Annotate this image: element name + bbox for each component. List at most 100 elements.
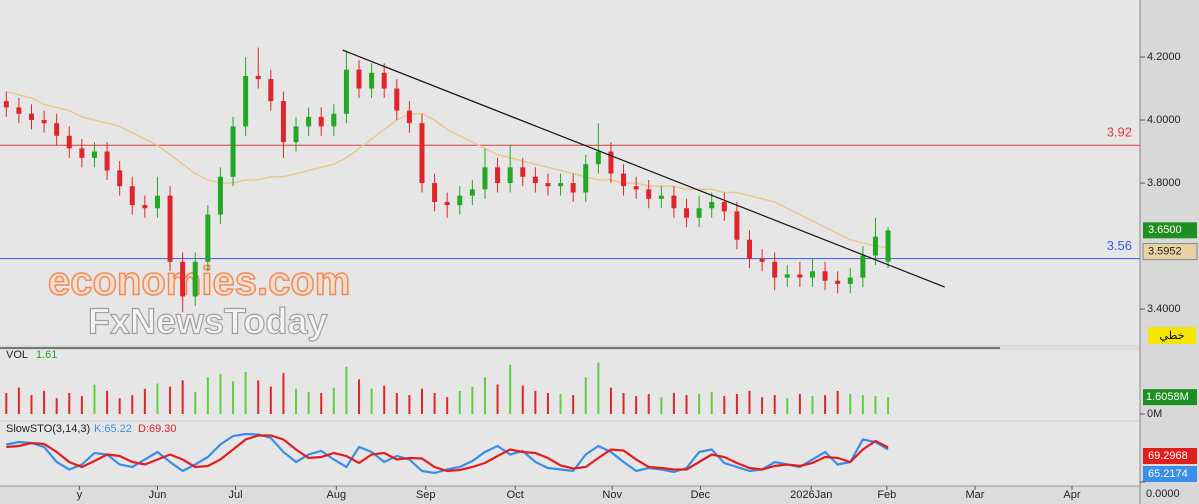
candle-body (583, 164, 589, 193)
candle-body (835, 280, 841, 284)
candle-body (469, 189, 475, 196)
candle-body (558, 183, 564, 187)
badge-box (1148, 327, 1196, 344)
candle-body (545, 183, 551, 187)
volume-bar (433, 392, 436, 414)
volume-bar (282, 373, 285, 414)
stoch-last-box (1143, 466, 1197, 482)
volume-bar (471, 386, 474, 414)
volume-bar (710, 391, 713, 414)
volume-bar (521, 385, 524, 414)
volume-bar (534, 390, 537, 414)
candle-body (633, 186, 639, 190)
volume-bar (5, 392, 8, 414)
volume-bar (370, 388, 373, 414)
y-tick-label: 3.8000 (1147, 177, 1181, 189)
volume-bar (748, 390, 751, 414)
volume-bar (773, 395, 776, 414)
candle-body (217, 176, 223, 215)
y-tick-label: 0.0000 (1146, 488, 1180, 500)
stoch-panel (0, 422, 1140, 486)
volume-bar (849, 394, 852, 414)
volume-bar (861, 395, 864, 414)
candle-body (343, 69, 349, 114)
candle-body (91, 151, 97, 158)
x-tick-label: Sep (416, 489, 436, 501)
candle-body (608, 151, 614, 174)
volume-bar (584, 377, 587, 414)
volume-bar (345, 366, 348, 414)
y-tick-label: 4.0000 (1147, 114, 1181, 126)
candle-body (595, 151, 601, 165)
watermark: FxNewsToday (88, 301, 327, 342)
candle-body (117, 170, 123, 187)
candle-body (3, 101, 9, 108)
candle-body (104, 151, 110, 171)
x-tick-label: Jul (229, 489, 243, 501)
volume-bar (798, 394, 801, 414)
candle-body (646, 189, 652, 199)
volume-bar (836, 390, 839, 414)
stoch-last-box (1143, 448, 1197, 464)
volume-bar (219, 374, 222, 414)
candle-body (180, 261, 186, 297)
stoch-last-label: 65.2174 (1148, 468, 1188, 480)
candle-body (268, 79, 274, 102)
stoch-line (6, 432, 889, 475)
volume-bar (43, 390, 46, 414)
volume-bar (17, 387, 20, 414)
candle-body (432, 183, 438, 202)
candle-body (419, 123, 425, 184)
volume-bar (609, 387, 612, 414)
candle-body (734, 211, 740, 240)
volume-bar (572, 395, 575, 414)
volume-bar (597, 362, 600, 414)
volume-bar (320, 392, 323, 414)
candle-body (406, 110, 412, 124)
candle-body (306, 116, 312, 127)
watermark: economies.com (48, 260, 350, 304)
candle-body (784, 274, 790, 278)
ma-label: 3.5952 (1148, 245, 1182, 257)
ma-box (1142, 243, 1198, 261)
volume-bar (383, 385, 386, 414)
x-tick-label: 2026Jan (790, 489, 832, 501)
volume-bar (698, 394, 701, 414)
volume-last-box (1143, 389, 1197, 406)
candle-body (507, 167, 513, 184)
volume-panel (0, 350, 1140, 420)
candle-body (621, 173, 627, 187)
candle-body (520, 167, 526, 177)
candle-body (318, 116, 324, 127)
candle-body (331, 113, 337, 127)
candle-body (142, 205, 148, 209)
volume-bar (685, 395, 688, 414)
volume-bar (408, 395, 411, 414)
candle-body (482, 167, 488, 190)
volume-bar (30, 395, 33, 414)
volume-bar (622, 392, 625, 414)
candle-body (570, 183, 576, 193)
candle-body (369, 72, 375, 89)
x-tick-label: Nov (602, 489, 622, 501)
volume-bar (118, 398, 121, 414)
candle-body (280, 101, 286, 143)
candle-body (809, 271, 815, 278)
x-tick-label: Feb (877, 489, 896, 501)
candle-body (658, 195, 664, 199)
candle-body (772, 261, 778, 278)
volume-bar (307, 391, 310, 414)
volume-bar (232, 381, 235, 414)
candle-body (532, 176, 538, 184)
volume-bar (257, 380, 260, 414)
volume-bar (735, 394, 738, 414)
candle-body (709, 201, 715, 209)
volume-bar (169, 386, 172, 414)
candle-body (255, 75, 261, 80)
volume-bar (93, 384, 96, 414)
volume-bar (635, 396, 638, 414)
candle-body (243, 75, 249, 127)
volume-bar (824, 395, 827, 414)
volume-bar (647, 394, 650, 414)
